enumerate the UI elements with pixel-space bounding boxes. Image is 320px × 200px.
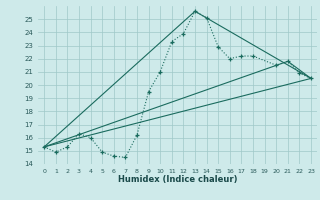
X-axis label: Humidex (Indice chaleur): Humidex (Indice chaleur): [118, 175, 237, 184]
